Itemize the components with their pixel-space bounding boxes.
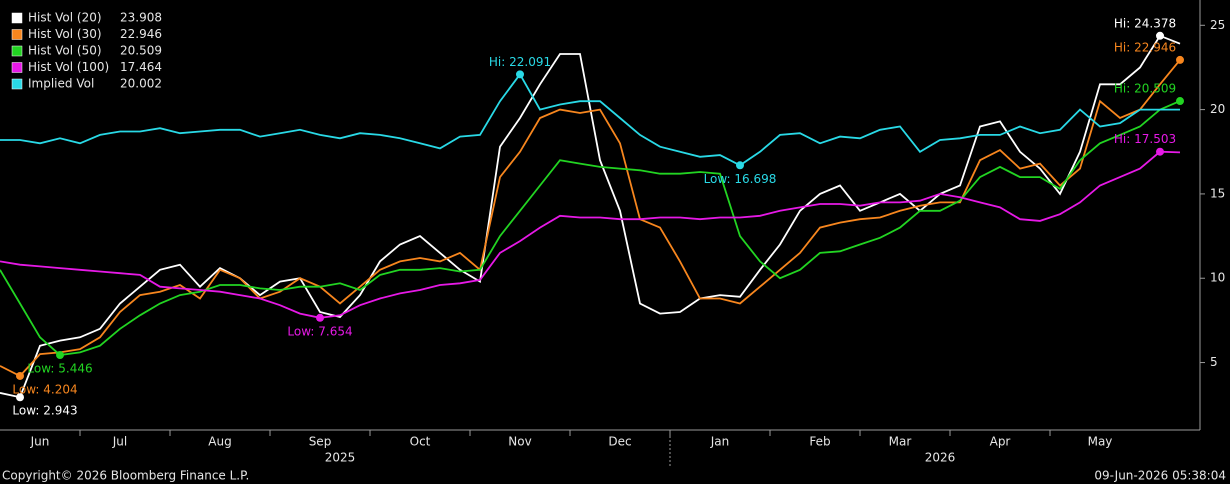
series-line [0,100,1181,356]
legend-value: 23.908 [120,11,162,25]
x-tick-label: Jun [30,435,50,449]
x-tick-label: Feb [809,435,830,449]
annotation-point [56,351,64,360]
annotation-point [736,161,744,170]
x-tick-label: Nov [508,435,531,449]
y-tick-label: 5 [1210,355,1218,369]
annotation-point [1176,97,1184,106]
annotation-label: Low: 5.446 [27,362,92,376]
x-tick-label: Sep [309,435,332,449]
annotation-label: Low: 16.698 [704,172,777,186]
annotation-label: Hi: 20.509 [1114,82,1176,96]
legend-label: Hist Vol (30) [28,27,102,41]
legend: Hist Vol (20) 23.908 Hist Vol (30) 22.946 Hi… [4,8,164,94]
annotation-point [16,371,24,380]
annotation-label: Hi: 24.378 [1114,16,1176,30]
timestamp: 09-Jun-2026 05:38:04 [1094,469,1226,483]
annotation-label: Hi: 17.503 [1114,132,1176,146]
legend-label: Hist Vol (20) [28,11,102,25]
legend-value: 22.946 [120,27,162,41]
series-line [0,34,1181,399]
x-tick-label: Apr [990,435,1011,449]
legend-label: Implied Vol [28,77,94,91]
x-tick-label: Dec [608,435,631,449]
x-tick-label: Jan [710,435,730,449]
annotation-point [1156,31,1164,40]
annotation-label: Low: 4.204 [12,382,77,396]
annotation-label: Low: 7.654 [287,324,352,338]
year-label: 2026 [925,451,956,465]
annotation-point [316,313,324,322]
y-tick-label: 15 [1210,186,1225,200]
legend-swatch [11,62,23,73]
x-tick-label: Jul [112,435,127,449]
annotation-label: Hi: 22.091 [489,55,551,69]
series-line [0,150,1181,319]
legend-label: Hist Vol (100) [28,60,109,74]
y-tick-label: 25 [1210,18,1225,32]
x-tick-label: Aug [208,435,231,449]
annotation-point [516,70,524,79]
legend-label: Hist Vol (50) [28,44,102,58]
copyright: Copyright© 2026 Bloomberg Finance L.P. [2,469,249,483]
year-label: 2025 [325,451,356,465]
series-line [0,59,1181,378]
legend-swatch [11,29,23,40]
y-tick-label: 20 [1210,102,1225,116]
legend-value: 20.002 [120,77,162,91]
x-tick-label: Oct [410,435,431,449]
annotation-label: Low: 2.943 [12,404,77,418]
annotation-point [16,393,24,402]
legend-swatch [11,45,23,57]
legend-swatch [11,78,23,90]
legend-value: 17.464 [120,60,162,74]
y-tick-label: 10 [1210,271,1225,285]
annotation-label: Hi: 22.946 [1114,40,1176,54]
series-line [0,72,1180,167]
annotation-point [1156,147,1164,156]
x-tick-label: May [1088,435,1113,449]
legend-value: 20.509 [120,44,162,58]
x-tick-label: Mar [889,435,912,449]
annotation-point [1176,55,1184,64]
legend-swatch [11,12,23,24]
legend-box [4,8,164,94]
